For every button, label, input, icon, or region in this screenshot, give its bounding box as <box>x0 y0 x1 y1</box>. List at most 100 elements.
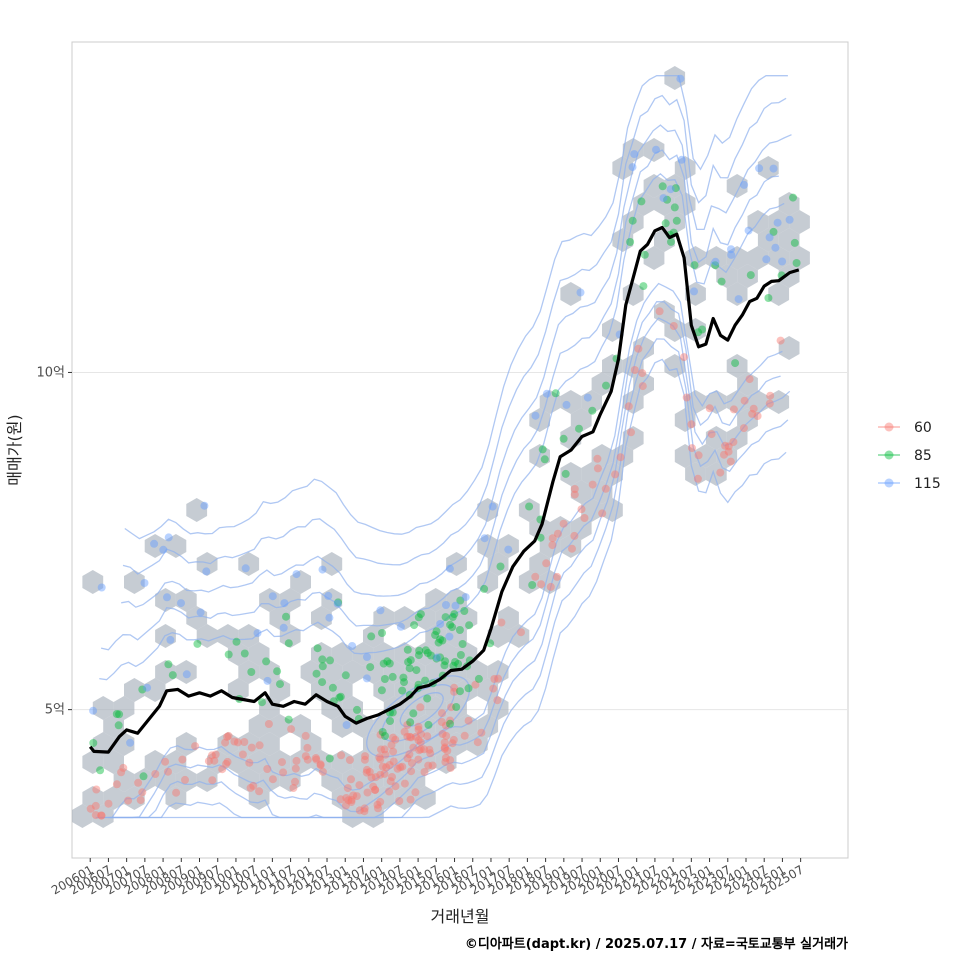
legend-label-2: 115 <box>914 476 941 492</box>
point-85-296 <box>381 732 389 740</box>
point-115-448 <box>280 599 289 608</box>
hex-cell-68 <box>425 696 447 720</box>
point-85-320 <box>528 581 537 589</box>
hex-cell-115 <box>654 228 675 252</box>
point-85-283 <box>313 644 322 653</box>
point-60-205 <box>347 796 356 804</box>
hex-cell-101 <box>144 750 166 774</box>
point-115-428 <box>744 226 753 235</box>
point-60-98 <box>416 703 425 712</box>
hex-cell-38 <box>113 768 135 792</box>
point-85-348 <box>538 445 547 454</box>
point-85-342 <box>690 261 699 270</box>
point-85-255 <box>446 719 454 728</box>
hex-cell-16 <box>695 444 717 468</box>
point-60-218 <box>316 760 325 769</box>
point-60-130 <box>86 804 95 813</box>
contour-line-5 <box>99 172 785 681</box>
point-85-237 <box>406 718 415 727</box>
point-60-88 <box>361 752 370 761</box>
point-85-316 <box>258 698 266 707</box>
hex-cell-37 <box>477 678 499 702</box>
hex-cell-215 <box>238 552 260 576</box>
point-85-303 <box>496 562 505 571</box>
point-85-360 <box>731 359 740 368</box>
point-85-256 <box>454 659 463 668</box>
point-60-202 <box>238 750 247 759</box>
point-60-187 <box>440 738 449 747</box>
point-85-287 <box>455 626 464 634</box>
point-85-331 <box>434 638 443 647</box>
point-60-139 <box>391 735 400 744</box>
point-60-108 <box>638 369 647 378</box>
point-60-195 <box>441 753 450 762</box>
hex-cell-199 <box>757 156 779 180</box>
point-85-286 <box>405 664 414 673</box>
hex-cell-238 <box>290 570 311 594</box>
point-60-111 <box>255 787 264 796</box>
point-60-16 <box>403 732 412 741</box>
point-85-322 <box>458 640 467 648</box>
point-60-27 <box>425 745 434 754</box>
point-85-318 <box>790 238 799 247</box>
point-60-125 <box>416 745 425 754</box>
point-85-242 <box>273 667 282 676</box>
point-60-115 <box>705 404 714 413</box>
hex-cell-141 <box>757 228 779 252</box>
point-60-155 <box>233 738 242 747</box>
point-60-106 <box>396 763 405 772</box>
contour-line-6 <box>100 149 779 651</box>
caption: ©디아파트(dapt.kr) / 2025.07.17 / 자료=국토교통부 실… <box>465 936 848 952</box>
point-60-9 <box>369 782 378 791</box>
density-contours <box>95 75 792 819</box>
y-tick-label-1: 10억 <box>36 365 65 380</box>
hex-cell-214 <box>238 624 260 648</box>
point-60-226 <box>223 732 232 741</box>
point-115-415 <box>263 676 272 685</box>
hex-cell-100 <box>248 714 270 738</box>
point-85-289 <box>164 660 173 669</box>
point-60-113 <box>753 412 762 420</box>
point-85-337 <box>416 610 425 619</box>
point-60-207 <box>638 382 647 391</box>
point-60-75 <box>204 757 213 766</box>
point-60-54 <box>559 519 568 528</box>
hex-cell-75 <box>456 678 478 702</box>
point-60-146 <box>616 453 625 462</box>
point-85-351 <box>440 661 449 670</box>
point-60-70 <box>342 794 351 802</box>
point-85-374 <box>367 632 376 641</box>
point-60-116 <box>716 468 725 477</box>
point-60-166 <box>382 763 391 772</box>
hex-cell-12 <box>581 498 602 522</box>
point-60-193 <box>91 801 100 810</box>
hex-cell-202 <box>175 660 197 684</box>
point-115-391 <box>164 533 173 542</box>
point-60-57 <box>531 572 540 581</box>
point-60-128 <box>548 541 557 550</box>
point-115-412 <box>196 608 205 617</box>
point-60-149 <box>450 687 459 696</box>
hex-cell-212 <box>425 588 447 612</box>
y-axis-ticks: 5억 10억 <box>36 365 72 718</box>
point-85-326 <box>764 294 773 302</box>
point-60-189 <box>724 447 733 456</box>
point-85-314 <box>388 672 397 681</box>
point-60-165 <box>442 731 451 740</box>
hex-cell-170 <box>570 408 592 432</box>
point-115-393 <box>143 683 152 692</box>
point-115-449 <box>740 180 749 189</box>
point-85-325 <box>366 663 375 672</box>
point-60-24 <box>400 727 409 736</box>
point-60-68 <box>380 769 389 778</box>
point-60-201 <box>588 480 597 489</box>
hex-cell-66 <box>290 714 311 738</box>
point-115-388 <box>182 670 191 679</box>
point-60-44 <box>424 761 433 770</box>
point-60-23 <box>570 531 579 540</box>
point-85-265 <box>403 645 412 654</box>
point-60-41 <box>365 767 374 776</box>
hex-cell-18 <box>685 462 706 486</box>
point-60-45 <box>218 765 227 774</box>
hex-cell-117 <box>654 192 675 216</box>
